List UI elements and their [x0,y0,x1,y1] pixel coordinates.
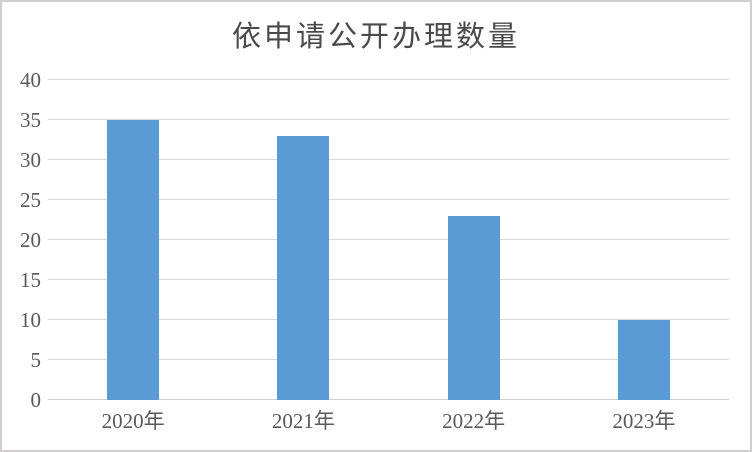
y-axis-tick-label: 25 [20,188,41,212]
gridline [48,199,729,200]
x-axis: 2020年 2021年 2022年 2023年 [48,407,729,439]
bar-2022年 [447,216,500,400]
y-axis-tick-label: 15 [20,268,41,292]
gridline [48,159,729,160]
gridline [48,279,729,280]
y-axis-tick-label: 0 [30,388,42,412]
y-axis-tick-label: 40 [20,68,41,92]
y-axis-tick-label: 10 [20,308,41,332]
bar-2021年 [277,136,330,400]
x-axis-line [48,399,729,400]
gridline [48,359,729,360]
chart-title: 依申请公开办理数量 [231,21,520,53]
gridline [48,319,729,320]
x-axis-category-label: 2023年 [612,409,676,433]
gridline [48,119,729,120]
x-axis-category-label: 2022年 [442,409,506,433]
bar-2020年 [107,120,160,400]
y-axis-tick-label: 30 [20,148,41,172]
y-axis-tick-label: 35 [20,108,41,132]
y-axis-tick-label: 20 [20,228,41,252]
gridline [48,239,729,240]
bar-2023年 [617,320,670,400]
x-axis-category-label: 2021年 [271,409,335,433]
plot-area [48,79,729,400]
y-axis: 0 5 10 15 20 25 30 35 40 [2,68,42,412]
y-axis-tick-label: 5 [30,348,42,372]
gridline [48,79,729,80]
x-axis-category-label: 2020年 [101,409,165,433]
